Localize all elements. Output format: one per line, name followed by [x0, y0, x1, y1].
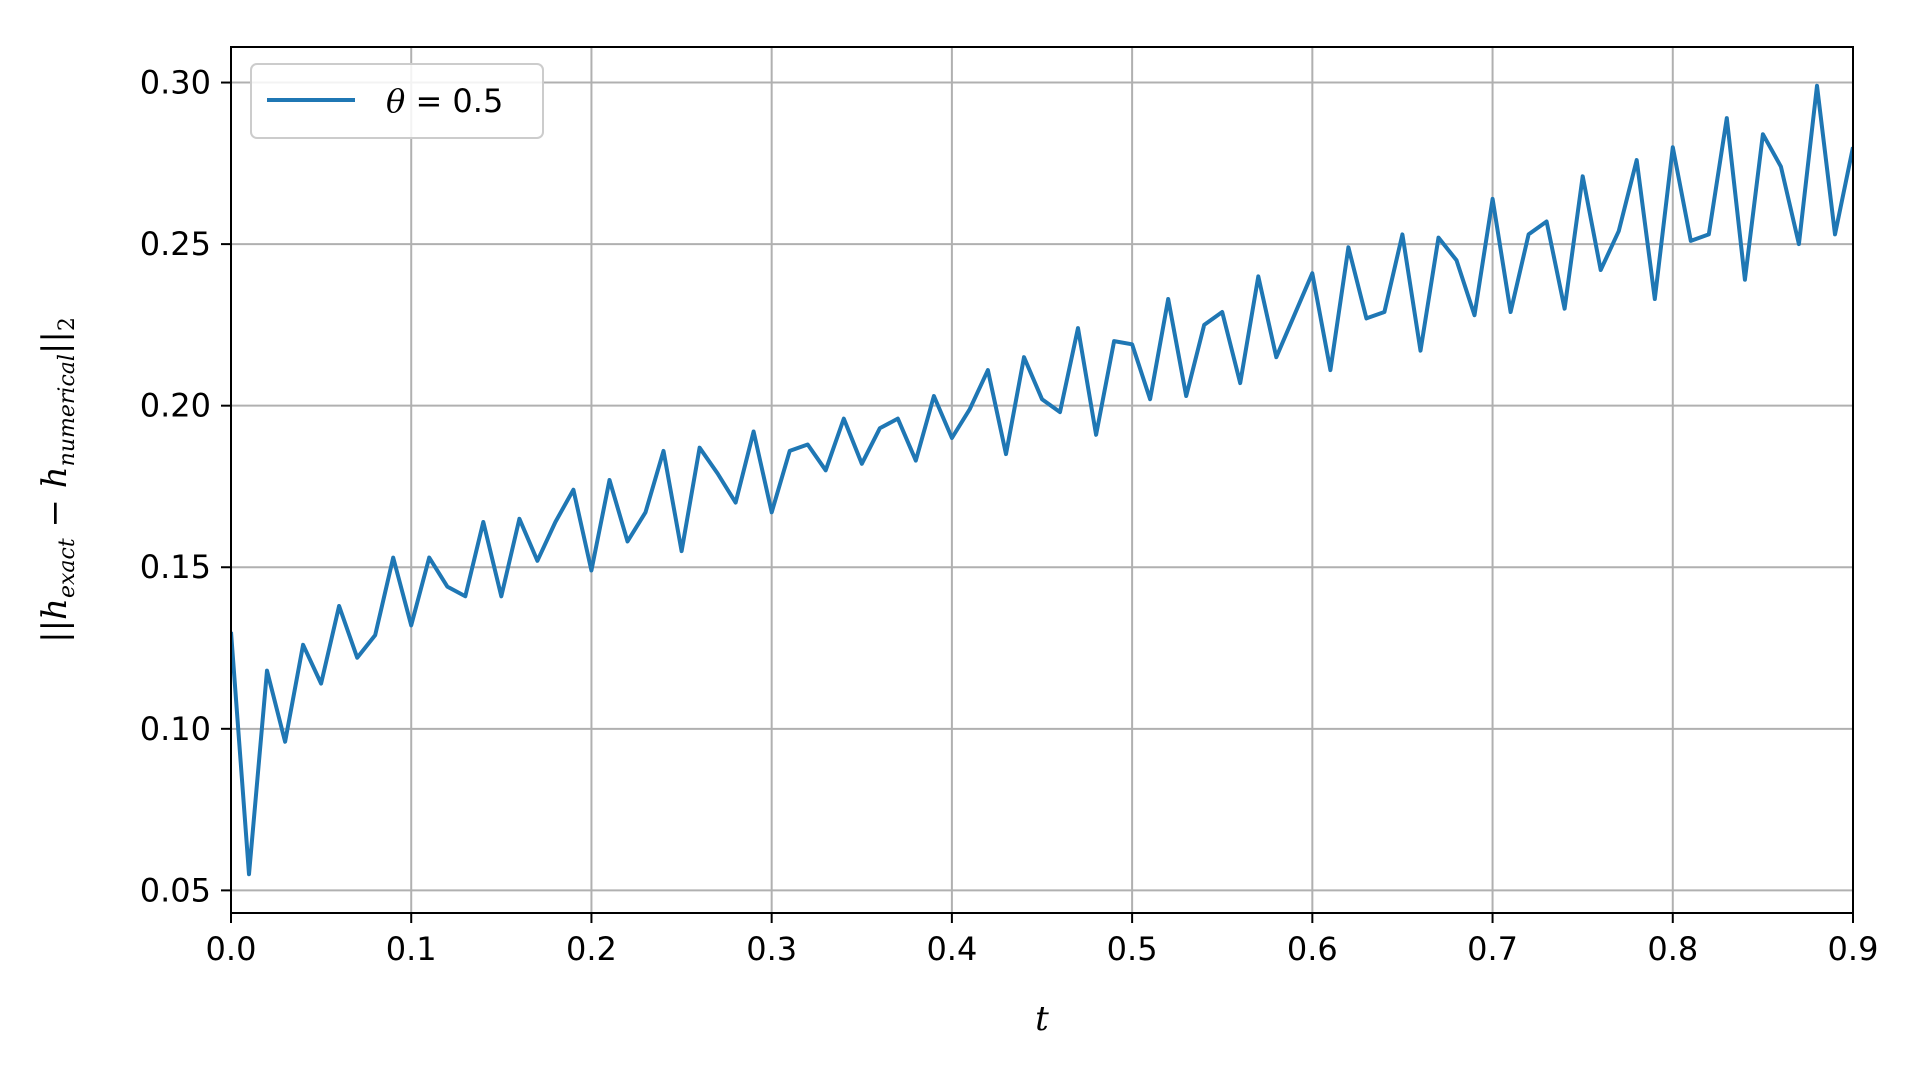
- legend-theta: θ: [386, 82, 405, 120]
- grid: [230, 47, 1854, 913]
- y-tick-label: 0.25: [140, 225, 211, 263]
- x-tick-label: 0.5: [1107, 930, 1158, 968]
- y-label-sub-exact: exact: [55, 538, 80, 598]
- x-tick-label: 0.7: [1467, 930, 1518, 968]
- y-tick-label: 0.10: [140, 710, 211, 748]
- x-axis-label: t: [1035, 999, 1049, 1039]
- y-tick-label: 0.05: [140, 871, 211, 909]
- x-tick-label: 0.2: [566, 930, 617, 968]
- y-label-sub-numerical: numerical: [55, 354, 80, 466]
- legend-label: θ = 0.5: [386, 82, 503, 120]
- ticks: 0.0 0.1 0.2 0.3 0.4 0.5 0.6 0.7 0.8 0.9 0.05 0.10 0.…: [140, 64, 1879, 968]
- series-line-0: [231, 83, 1853, 877]
- y-label-mid: − h: [35, 466, 75, 538]
- y-tick-label: 0.15: [140, 548, 211, 586]
- series-layer: [231, 83, 1853, 877]
- x-tick-label: 0.0: [206, 930, 257, 968]
- x-tick-label: 0.4: [926, 930, 977, 968]
- legend: θ = 0.5: [250, 63, 544, 139]
- y-axis-label: ||hexact − hnumerical||2: [35, 317, 80, 643]
- x-tick-label: 0.1: [386, 930, 437, 968]
- legend-box: [250, 63, 544, 139]
- y-tick-label: 0.20: [140, 387, 211, 425]
- y-label-sub-2: 2: [55, 317, 80, 331]
- legend-value: = 0.5: [405, 82, 503, 120]
- y-label-prefix: ||h: [35, 598, 75, 643]
- y-tick-label: 0.30: [140, 64, 211, 102]
- x-tick-label: 0.9: [1828, 930, 1879, 968]
- y-label-suffix: ||: [35, 331, 75, 354]
- x-tick-label: 0.6: [1287, 930, 1338, 968]
- plot-frame: [230, 46, 1854, 914]
- x-tick-label: 0.3: [746, 930, 797, 968]
- x-tick-label: 0.8: [1647, 930, 1698, 968]
